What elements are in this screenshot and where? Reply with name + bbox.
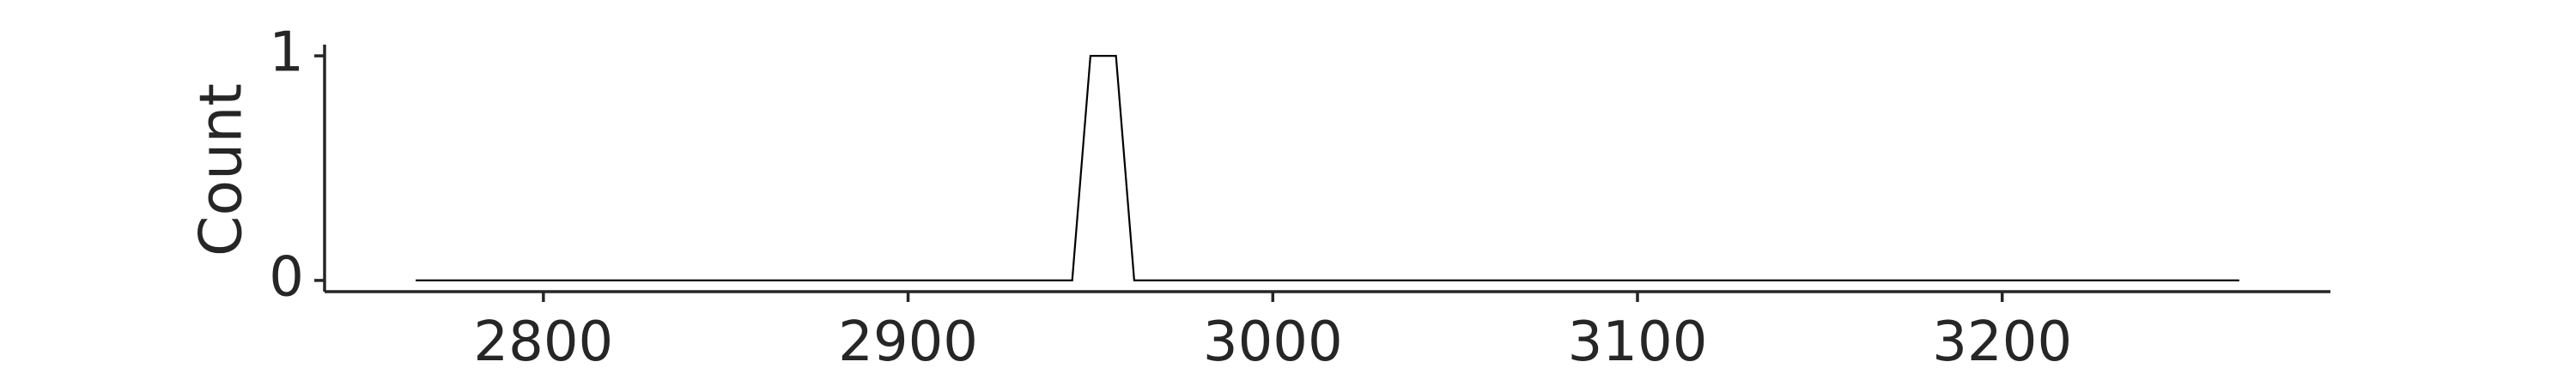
x-tick-label: 2800: [473, 311, 613, 374]
plot-area: 2800 2900 3000 3100 3200 01: [269, 21, 2330, 374]
count-series-line: [416, 54, 2239, 282]
x-axis-ticks: 2800 2900 3000 3100 3200: [473, 292, 2072, 374]
y-tick-label: 1: [269, 21, 304, 85]
y-axis-ticks: 01: [269, 21, 325, 309]
series-layer: [416, 54, 2239, 282]
y-axis-title: Count: [188, 83, 256, 256]
x-tick-label: 3000: [1203, 311, 1343, 374]
x-tick-label: 3100: [1568, 311, 1708, 374]
x-tick-label: 3200: [1932, 311, 2072, 374]
x-tick-label: 2900: [838, 311, 978, 374]
y-tick-label: 0: [269, 245, 304, 309]
